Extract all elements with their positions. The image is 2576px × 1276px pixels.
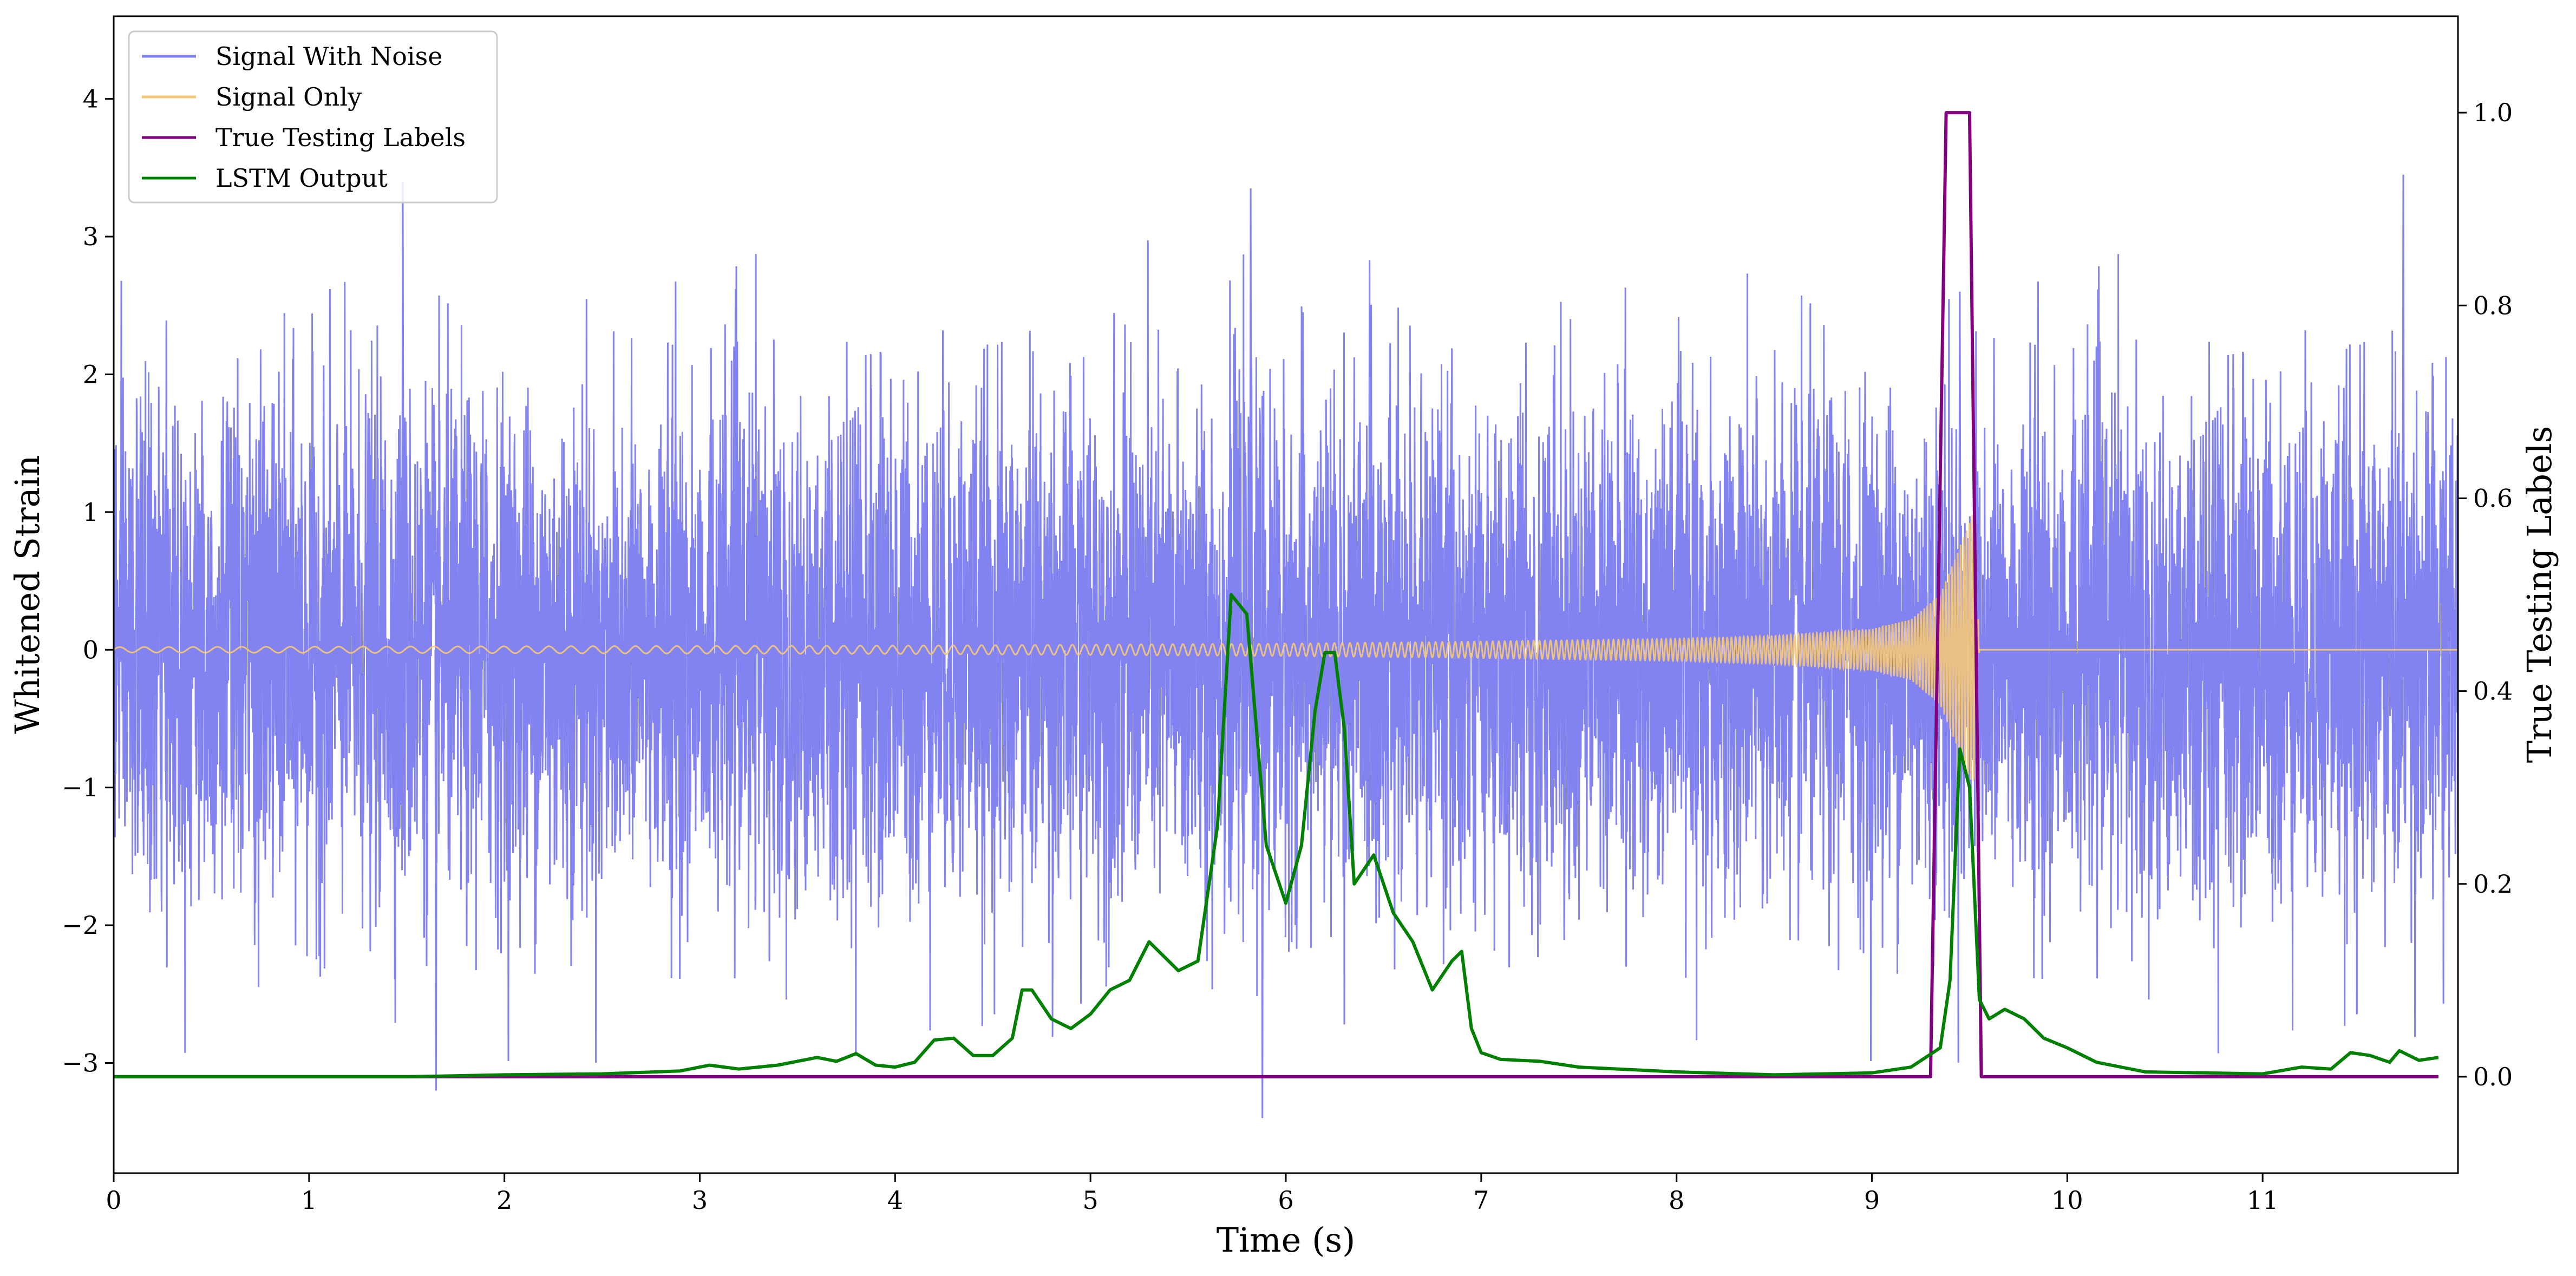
y-left-tick-label: 1	[83, 498, 99, 527]
x-tick-label: 10	[2051, 1186, 2083, 1215]
y-right-tick-label: 0.6	[2473, 483, 2513, 513]
y-axis-left-title: Whitened Strain	[8, 455, 47, 734]
y-left-tick-label: −1	[62, 773, 99, 802]
y-axis-left: −3 −2 −1 0 1 2 3 4	[62, 84, 114, 1077]
y-left-tick-label: 4	[83, 84, 99, 114]
y-right-tick-label: 0.2	[2473, 869, 2513, 899]
series-line-lstm-output	[114, 593, 2439, 1078]
x-tick-label: 8	[1669, 1186, 1684, 1215]
y-axis-right-title: True Testing Labels	[2520, 426, 2559, 763]
legend-box	[128, 30, 498, 204]
x-tick-label: 9	[1864, 1186, 1880, 1215]
legend-label-signal-with-noise: Signal With Noise	[215, 42, 442, 71]
x-tick-label: 0	[106, 1186, 121, 1215]
y-left-tick-label: −3	[62, 1048, 99, 1077]
legend-label-signal-only: Signal Only	[215, 82, 362, 112]
y-left-tick-label: 2	[83, 359, 99, 389]
y-right-tick-label: 0.4	[2473, 677, 2513, 706]
legend-label-true-testing-labels: True Testing Labels	[215, 123, 466, 152]
series-layer	[114, 111, 2458, 1118]
series-line-true-testing-labels	[114, 111, 2438, 1078]
x-tick-label: 2	[496, 1186, 512, 1215]
x-tick-label: 6	[1278, 1186, 1293, 1215]
x-axis-title: Time (s)	[1217, 1220, 1356, 1260]
x-tick-label: 4	[887, 1186, 903, 1215]
y-right-tick-label: 0.0	[2473, 1062, 2513, 1091]
y-left-tick-label: −2	[62, 911, 99, 940]
x-tick-label: 7	[1473, 1186, 1489, 1215]
x-tick-label: 11	[2247, 1186, 2279, 1215]
x-tick-label: 5	[1083, 1186, 1099, 1215]
legend: Signal With Noise Signal Only True Testi…	[128, 30, 498, 204]
x-tick-label: 3	[692, 1186, 708, 1215]
y-right-tick-label: 1.0	[2473, 98, 2513, 127]
legend-label-lstm-output: LSTM Output	[215, 163, 388, 193]
y-left-tick-label: 0	[83, 635, 99, 664]
y-right-tick-label: 0.8	[2473, 291, 2513, 320]
y-axis-right: 0.0 0.2 0.4 0.6 0.8 1.0	[2458, 98, 2513, 1091]
x-tick-label: 1	[301, 1186, 317, 1215]
x-axis: 0 1 2 3 4 5 6 7 8 9 10 11	[106, 1173, 2278, 1215]
series-line-signal-only	[114, 515, 2458, 782]
y-left-tick-label: 3	[83, 222, 99, 251]
